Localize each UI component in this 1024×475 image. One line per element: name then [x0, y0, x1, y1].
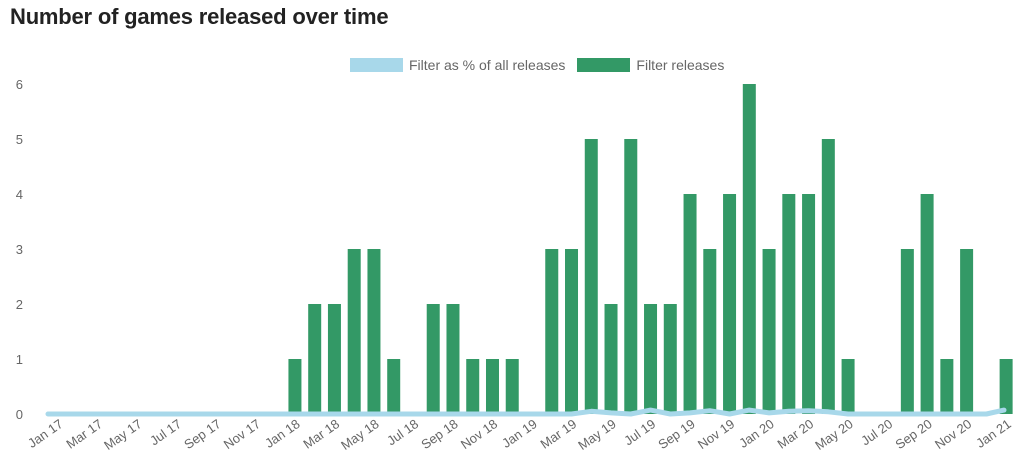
bar [446, 304, 460, 414]
legend-item-releases[interactable]: Filter releases [577, 57, 724, 73]
bar [841, 359, 855, 414]
legend-swatch-releases [577, 58, 631, 72]
x-tick-label: Nov 20 [932, 416, 974, 452]
bar [802, 194, 816, 414]
bar [821, 139, 835, 414]
x-tick-label: Jan 20 [736, 416, 777, 451]
y-tick-label: 0 [16, 407, 23, 422]
legend-swatch-percent [350, 58, 403, 72]
legend-item-percent[interactable]: Filter as % of all releases [350, 57, 565, 73]
bar [426, 304, 440, 414]
bar [505, 359, 519, 414]
bar [347, 249, 361, 414]
x-tick-label: Jul 20 [858, 416, 895, 448]
x-tick-label: Mar 20 [775, 416, 817, 451]
bar [387, 359, 401, 414]
x-tick-label: May 18 [338, 416, 382, 453]
bar [545, 249, 559, 414]
x-tick-label: Mar 17 [63, 416, 105, 451]
bar [584, 139, 598, 414]
x-tick-label: Sep 17 [181, 416, 223, 452]
bar [742, 84, 756, 414]
bar [367, 249, 381, 414]
bar [920, 194, 934, 414]
bar [644, 304, 658, 414]
bar [466, 359, 480, 414]
x-tick-label: May 19 [575, 416, 619, 453]
bar [308, 304, 322, 414]
x-tick-label: Mar 19 [537, 416, 579, 451]
bar [940, 359, 954, 414]
bar [703, 249, 717, 414]
x-tick-label: Sep 19 [655, 416, 697, 452]
y-tick-label: 3 [16, 242, 23, 257]
x-tick-label: Sep 18 [418, 416, 460, 452]
x-tick-label: Jul 17 [147, 416, 184, 448]
x-tick-label: May 17 [101, 416, 145, 453]
percent-line [45, 407, 1007, 417]
x-tick-label: Mar 18 [300, 416, 342, 451]
x-tick-label: Jul 19 [621, 416, 658, 448]
x-tick-label: Sep 20 [892, 416, 934, 452]
legend: Filter as % of all releases Filter relea… [350, 55, 736, 75]
y-tick-label: 1 [16, 352, 23, 367]
x-tick-label: Jan 21 [973, 416, 1014, 451]
bar [999, 359, 1013, 414]
x-tick-label: Nov 17 [221, 416, 263, 452]
x-tick-label: Nov 19 [695, 416, 737, 452]
bar [485, 359, 499, 414]
bar [288, 359, 302, 414]
bar [723, 194, 737, 414]
legend-label-releases: Filter releases [636, 57, 725, 73]
y-tick-label: 6 [16, 77, 23, 92]
x-tick-label: Nov 18 [458, 416, 500, 452]
bar [624, 139, 638, 414]
bar [900, 249, 914, 414]
bar [663, 304, 677, 414]
x-tick-label: Jul 18 [384, 416, 421, 448]
bar [960, 249, 974, 414]
legend-label-percent: Filter as % of all releases [409, 57, 566, 73]
y-tick-label: 2 [16, 297, 23, 312]
y-tick-label: 5 [16, 132, 23, 147]
y-tick-label: 4 [16, 187, 23, 202]
x-tick-label: Jan 19 [499, 416, 540, 451]
bar [782, 194, 796, 414]
x-tick-label: Jan 17 [25, 416, 66, 451]
bar [327, 304, 341, 414]
bar [565, 249, 579, 414]
bar [683, 194, 697, 414]
bar [762, 249, 776, 414]
chart-title: Number of games released over time [10, 4, 389, 29]
bar [604, 304, 618, 414]
x-tick-label: Jan 18 [262, 416, 303, 451]
x-tick-label: May 20 [812, 416, 856, 453]
